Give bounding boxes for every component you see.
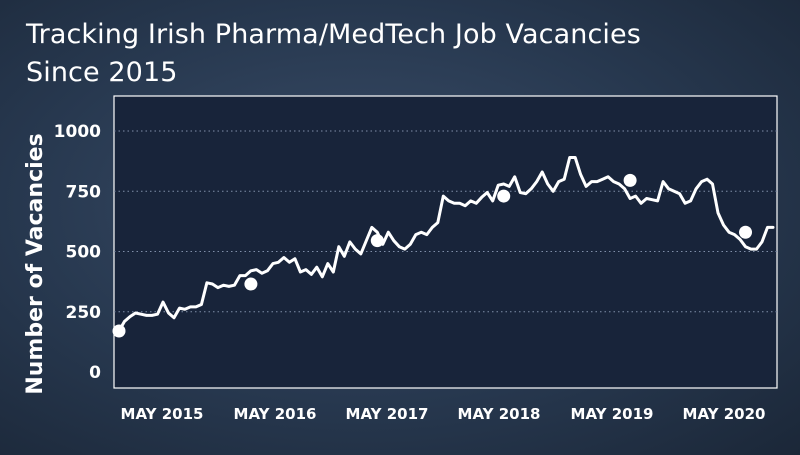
x-tick-label: MAY 2020 <box>683 405 766 423</box>
chart-title-line-2: Since 2015 <box>26 57 178 88</box>
y-tick-label: 1000 <box>54 122 101 142</box>
x-tick-label: MAY 2016 <box>234 405 317 423</box>
y-tick-label: 250 <box>66 303 102 323</box>
x-tick-label: MAY 2019 <box>571 405 654 423</box>
data-point-marker <box>112 324 126 338</box>
series-line <box>117 156 775 333</box>
data-point-marker <box>739 225 753 239</box>
y-tick-label: 0 <box>89 363 101 383</box>
data-point-marker <box>497 189 511 203</box>
x-axis-ticks: MAY 2015 MAY 2016 MAY 2017 MAY 2018 MAY 2019… <box>121 405 766 423</box>
y-tick-label: 750 <box>66 182 102 202</box>
series-markers <box>112 173 753 338</box>
y-axis-ticks: 0 250 500 750 1000 <box>54 122 101 383</box>
x-tick-label: MAY 2017 <box>346 405 429 423</box>
chart-title: Tracking Irish Pharma/MedTech Job Vacanc… <box>26 16 641 92</box>
y-tick-label: 500 <box>66 243 102 263</box>
chart-title-line-1: Tracking Irish Pharma/MedTech Job Vacanc… <box>26 19 641 50</box>
plot-area <box>113 95 778 389</box>
data-point-marker <box>370 234 384 248</box>
y-axis-label: Number of Vacancies <box>23 133 48 394</box>
x-tick-label: MAY 2015 <box>121 405 204 423</box>
data-point-marker <box>244 277 258 291</box>
data-point-marker <box>623 173 637 187</box>
x-tick-label: MAY 2018 <box>458 405 541 423</box>
